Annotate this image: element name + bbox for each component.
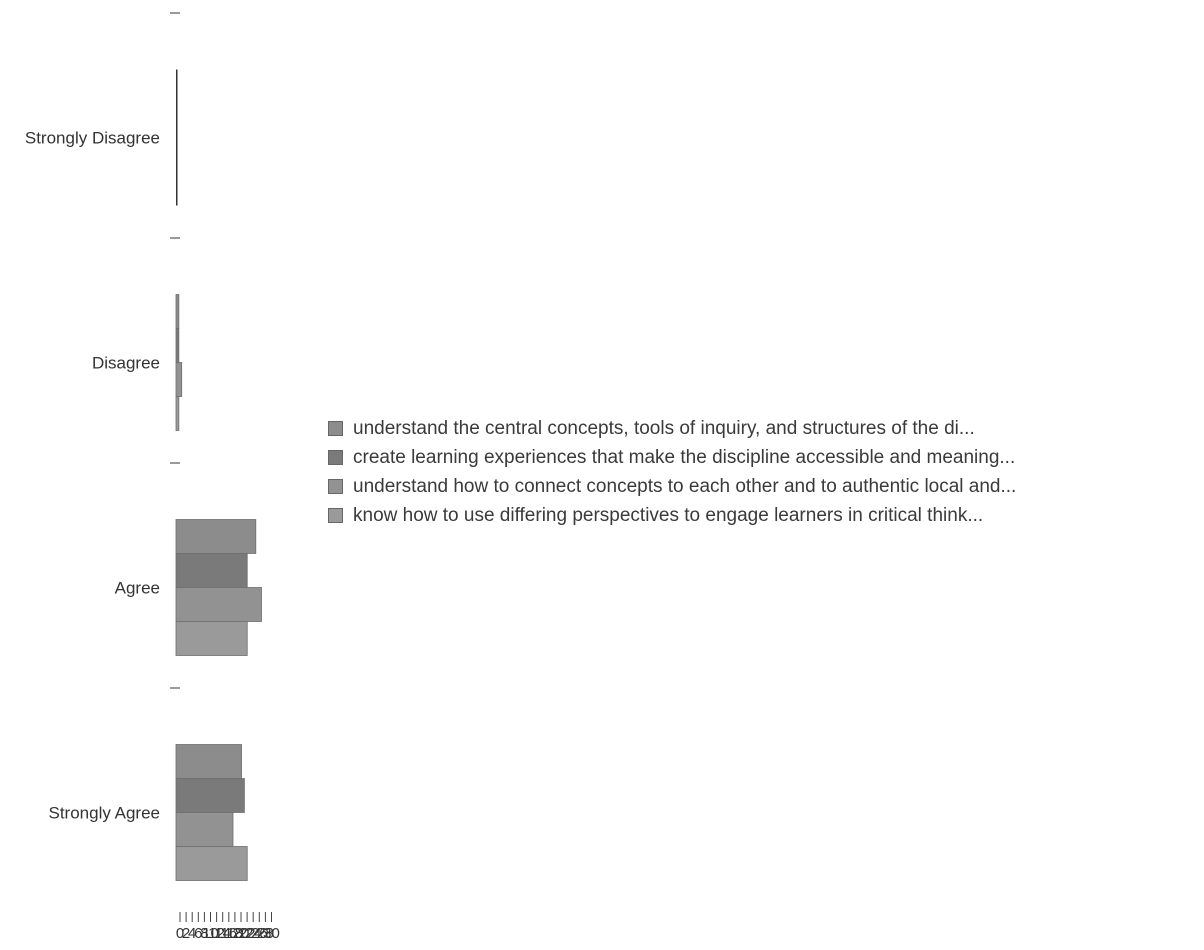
bar (175, 519, 257, 554)
x-tick-label: 0 (176, 925, 184, 942)
bar (175, 621, 248, 656)
category-label: Strongly Disagree (25, 129, 160, 148)
bar (176, 171, 178, 206)
x-tick-label: 26 (251, 925, 268, 942)
x-tick-label: 22 (239, 925, 256, 942)
x-tick-label: 18 (227, 925, 244, 942)
bar (176, 137, 178, 172)
legend-swatch (328, 479, 343, 494)
legend-swatch (328, 421, 343, 436)
bar (175, 553, 248, 588)
x-tick-label: 8 (200, 925, 208, 942)
legend-item: understand how to connect concepts to ea… (328, 472, 1198, 501)
bar (175, 587, 262, 622)
bar (175, 812, 234, 847)
category-label: Disagree (92, 354, 160, 373)
bar (175, 362, 183, 397)
legend-label: understand the central concepts, tools o… (353, 417, 975, 439)
x-tick-label: 2 (182, 925, 190, 942)
legend-item: know how to use differing perspectives t… (328, 501, 1198, 530)
legend-swatch (328, 508, 343, 523)
category-separators (170, 12, 180, 689)
legend-swatch (328, 450, 343, 465)
x-tick-label: 4 (188, 925, 196, 942)
x-tick-label: 14 (214, 925, 231, 942)
legend: understand the central concepts, tools o… (328, 414, 1198, 530)
legend-label: create learning experiences that make th… (353, 446, 1016, 468)
bar (175, 328, 180, 363)
bar (175, 846, 248, 881)
x-tick-label: 20 (233, 925, 250, 942)
legend-label: understand how to connect concepts to ea… (353, 475, 1017, 497)
x-tick-label: 16 (220, 925, 237, 942)
category-labels: Strongly Disagree Disagree Agree Strongly A… (25, 129, 160, 823)
category-label: Agree (115, 579, 160, 598)
bar (175, 294, 180, 329)
x-tick-label: 6 (194, 925, 202, 942)
x-tick-label: 24 (245, 925, 262, 942)
bars-group (175, 69, 262, 881)
x-tick-label: 10 (202, 925, 219, 942)
bar (175, 744, 242, 779)
bar (175, 778, 245, 813)
legend-label: know how to use differing perspectives t… (353, 504, 984, 526)
legend-item: understand the central concepts, tools o… (328, 414, 1198, 443)
x-tick-label: 30 (263, 925, 280, 942)
x-tick-label: 28 (257, 925, 274, 942)
bar (176, 69, 178, 104)
legend-item: create learning experiences that make th… (328, 443, 1198, 472)
category-label: Strongly Agree (48, 804, 160, 823)
bar (175, 396, 180, 431)
bar (176, 103, 178, 138)
x-tick-label: 12 (208, 925, 225, 942)
